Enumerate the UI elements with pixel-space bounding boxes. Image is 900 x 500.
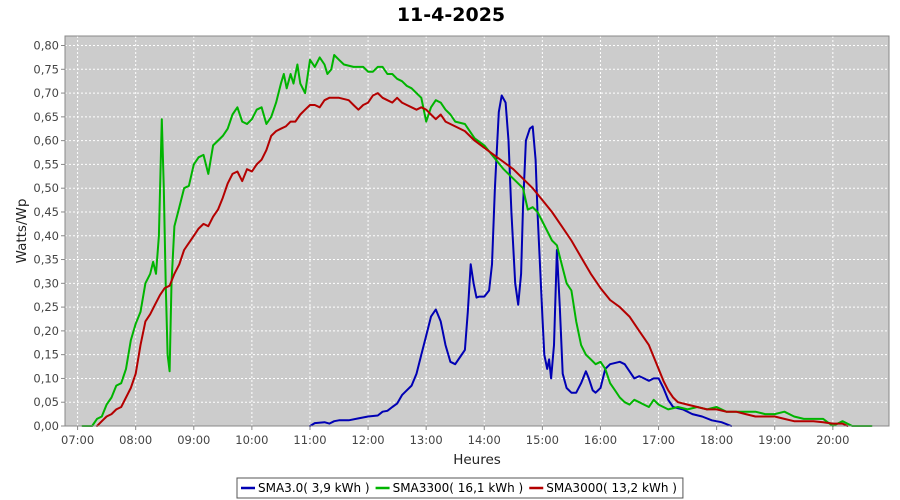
x-tick-label: 07:00 [61, 433, 94, 447]
y-tick-label: 0,00 [33, 419, 59, 433]
y-tick-label: 0,75 [33, 62, 59, 76]
x-tick-label: 10:00 [235, 433, 268, 447]
legend-box [236, 477, 684, 499]
series-line-1 [309, 94, 733, 427]
y-tick-label: 0,60 [33, 134, 59, 148]
y-tick-label: 0,55 [33, 157, 59, 171]
y-tick-label: 0,10 [33, 371, 59, 385]
legend-label-2: SMA3300( 16,1 kWh ) [393, 481, 524, 495]
y-tick-label: 0,05 [33, 395, 59, 409]
y-tick-label: 0,35 [33, 253, 59, 267]
y-tick-label: 0,20 [33, 324, 59, 338]
y-tick-label: 0,45 [33, 205, 59, 219]
series-line-3 [96, 92, 849, 427]
y-tick-label: 0,15 [33, 348, 59, 362]
y-tick-label: 0,40 [33, 229, 59, 243]
y-tick-label: 0,30 [33, 276, 59, 290]
x-tick-label: 17:00 [642, 433, 675, 447]
y-axis-label: Watts/Wp [14, 199, 30, 264]
x-tick-label: 13:00 [410, 433, 443, 447]
plot-area [65, 36, 889, 426]
x-tick-label: 20:00 [816, 433, 849, 447]
legend: SMA3.0( 3,9 kWh ) SMA3300( 16,1 kWh ) SMA3… [236, 477, 684, 499]
x-axis-label: Heures [453, 452, 501, 468]
x-tick-label: 12:00 [351, 433, 384, 447]
plot-border [64, 35, 890, 427]
y-axis: 0,00 0,05 0,10 0,15 0,20 0,25 0,30 0,35 0,40 0,45… [33, 39, 65, 433]
series-group [81, 54, 873, 427]
x-tick-label: 18:00 [700, 433, 733, 447]
legend-label-3: SMA3000( 13,2 kWh ) [546, 481, 677, 495]
y-tick-label: 0,80 [33, 39, 59, 53]
y-tick-label: 0,50 [33, 181, 59, 195]
series-line-2 [81, 54, 873, 427]
x-tick-label: 15:00 [526, 433, 559, 447]
chart-title: 11-4-2025 [397, 4, 505, 26]
y-tick-label: 0,25 [33, 300, 59, 314]
legend-label-1: SMA3.0( 3,9 kWh ) [258, 481, 370, 495]
y-tick-label: 0,65 [33, 110, 59, 124]
y-tick-label: 0,70 [33, 86, 59, 100]
grid [65, 36, 889, 426]
x-tick-label: 09:00 [177, 433, 210, 447]
x-axis: 07:00 08:00 09:00 10:00 11:00 12:00 13:00 14:00… [61, 426, 849, 447]
x-tick-label: 14:00 [468, 433, 501, 447]
x-tick-label: 11:00 [293, 433, 326, 447]
x-tick-label: 08:00 [119, 433, 152, 447]
x-tick-label: 19:00 [758, 433, 791, 447]
x-tick-label: 16:00 [584, 433, 617, 447]
